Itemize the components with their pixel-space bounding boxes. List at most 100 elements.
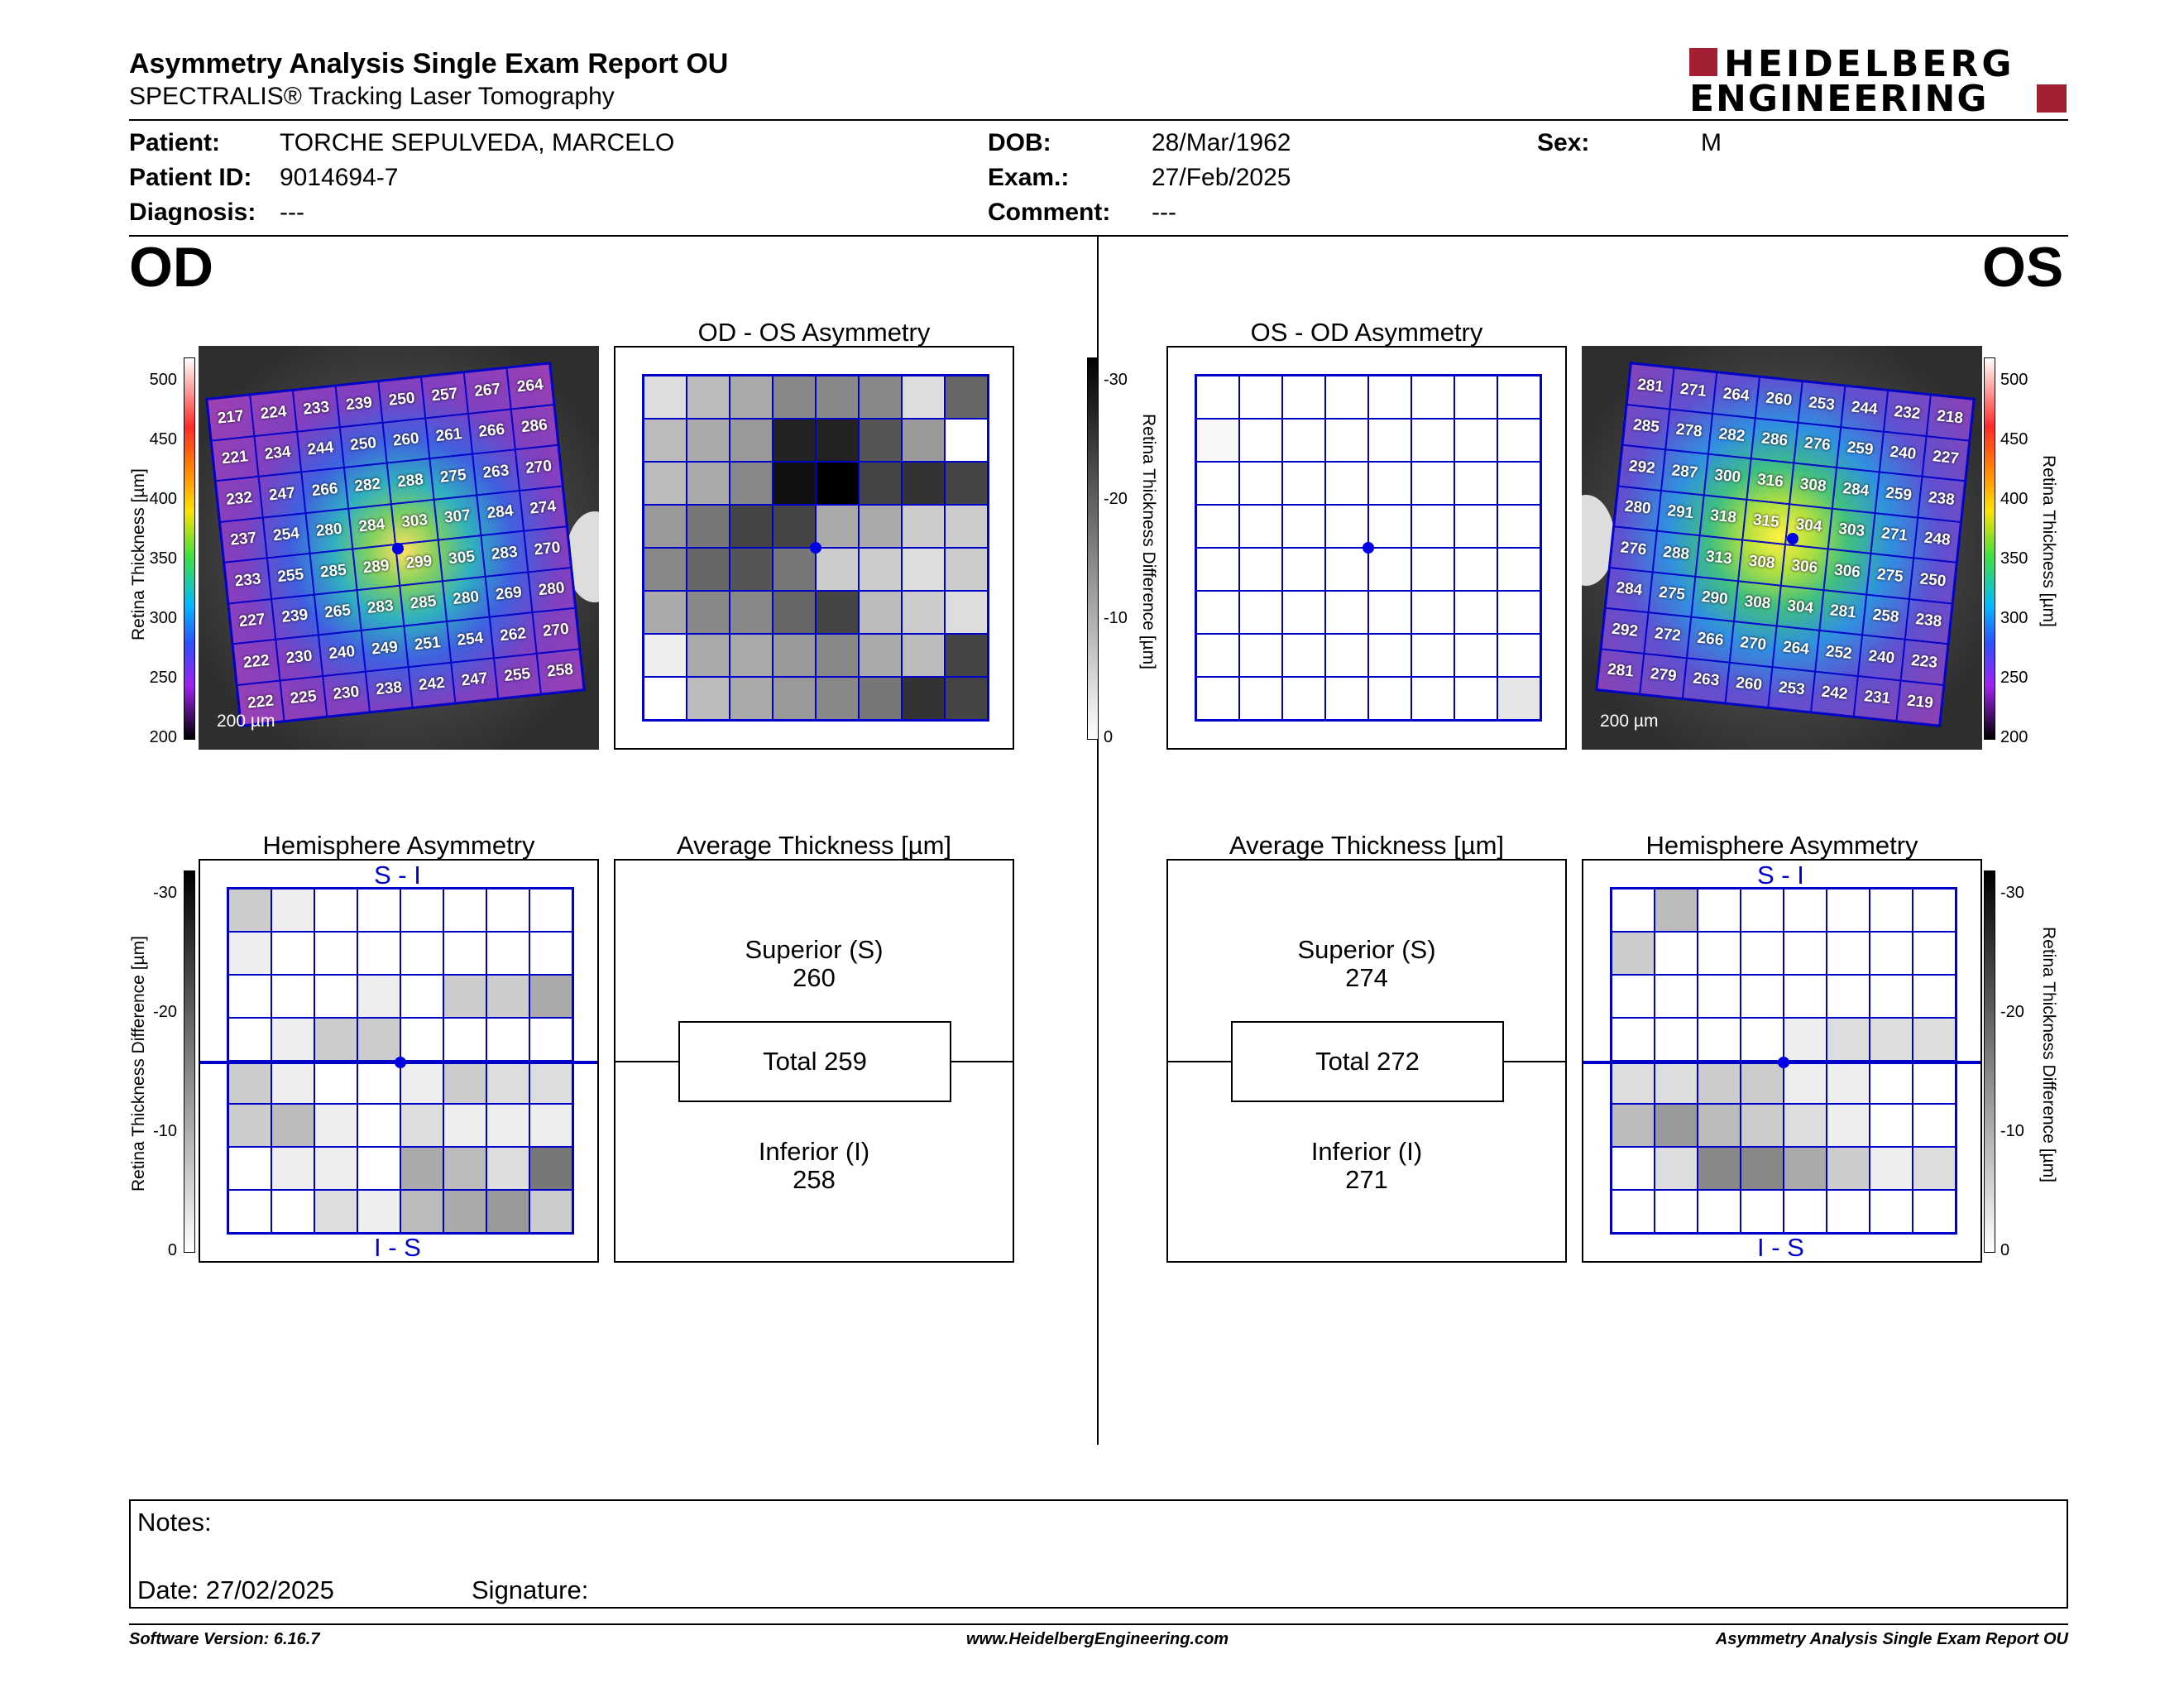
od-hemi-cell (400, 1104, 443, 1147)
od-hemi-cell (529, 1147, 572, 1190)
od-hemi-title: Hemisphere Asymmetry (262, 831, 535, 860)
od-asym-cell (730, 376, 773, 419)
tick-label: 250 (2000, 669, 2028, 687)
os-asym-cell (1325, 505, 1368, 548)
sex-value: M (1701, 129, 1722, 156)
od-hemi-cell (486, 1018, 529, 1061)
os-thickness-value: 315 (1742, 499, 1790, 544)
os-thickness-value: 288 (1652, 530, 1700, 577)
os-od-asym-panel (1166, 346, 1567, 750)
tick-label: 0 (167, 1241, 177, 1259)
os-hemi-axis-label: Retina Thickness Difference [µm] (2039, 927, 2058, 1182)
os-hemi-is-label: I - S (1757, 1233, 1804, 1262)
os-hemi-cell (1741, 1147, 1784, 1190)
os-hemi-cell (1870, 1190, 1913, 1233)
os-asym-cell (1454, 376, 1497, 419)
os-asym-cell (1368, 634, 1411, 677)
os-thickness-value: 259 (1837, 426, 1884, 472)
os-hemi-cell (1698, 1104, 1741, 1147)
od-asym-cell (644, 505, 687, 548)
tick-label: 300 (2000, 609, 2028, 627)
os-hemi-center-dot (1778, 1057, 1789, 1068)
os-asym-cell (1239, 634, 1282, 677)
os-asym-cell (1196, 677, 1239, 720)
od-thickness-value: 280 (528, 567, 576, 613)
od-hemi-cell (271, 1061, 314, 1104)
os-thickness-value: 281 (1626, 363, 1674, 410)
od-hemi-cell (357, 1018, 400, 1061)
od-asym-cell (730, 634, 773, 677)
od-thickness-value: 266 (467, 409, 515, 454)
os-thickness-value: 244 (1841, 386, 1889, 432)
diagnosis-label: Diagnosis: (129, 199, 256, 226)
os-asym-cell (1497, 505, 1540, 548)
os-asym-cell (1497, 419, 1540, 462)
os-asym-cell (1282, 634, 1325, 677)
footer-software-version: Software Version: 6.16.7 (129, 1630, 320, 1648)
os-hemi-cell (1784, 1061, 1827, 1104)
od-asym-cell (687, 548, 730, 591)
od-hemi-grid (227, 887, 574, 1235)
tick-label: 400 (149, 490, 177, 508)
od-thickness-value: 264 (506, 363, 554, 410)
od-hemi-cell (400, 1061, 443, 1104)
od-asym-cell (773, 634, 816, 677)
od-asym-cell (859, 419, 902, 462)
tick-label: -20 (2000, 1003, 2024, 1021)
od-asym-cell (816, 505, 859, 548)
od-avg-total-box: Total 259 (678, 1021, 951, 1102)
od-hemi-cell (314, 889, 357, 932)
od-asym-cell (773, 505, 816, 548)
od-asym-cell (687, 419, 730, 462)
od-thickness-value: 238 (365, 666, 413, 712)
od-thickness-value: 265 (314, 589, 362, 635)
os-asym-cell (1454, 634, 1497, 677)
os-asym-cell (1282, 548, 1325, 591)
os-hemi-cell (1698, 1061, 1741, 1104)
os-asym-cell (1196, 419, 1239, 462)
od-asym-cell (945, 376, 988, 419)
od-asym-cell (902, 376, 945, 419)
os-thickness-value: 264 (1712, 372, 1760, 418)
od-hemi-cell (271, 1190, 314, 1233)
od-asym-cell (816, 677, 859, 720)
os-od-asym-title: OS - OD Asymmetry (1250, 318, 1483, 347)
os-thickness-value: 300 (1703, 453, 1751, 500)
os-asym-cell (1454, 591, 1497, 634)
od-os-asym-grid (642, 374, 989, 722)
os-asym-cell (1411, 548, 1454, 591)
os-asym-cell (1239, 591, 1282, 634)
os-hemi-cell (1784, 1018, 1827, 1061)
os-hemi-cell (1612, 889, 1655, 932)
os-thickness-value: 279 (1640, 653, 1688, 699)
os-asym-cell (1239, 376, 1282, 419)
od-asym-cell (945, 591, 988, 634)
os-thickness-value: 264 (1772, 626, 1820, 672)
os-hemi-cell (1870, 975, 1913, 1018)
od-asym-cell (902, 677, 945, 720)
od-thickness-value: 249 (361, 626, 409, 672)
od-asym-cell (859, 634, 902, 677)
os-asym-cell (1239, 677, 1282, 720)
od-asym-cell (687, 591, 730, 634)
od-hemi-cell (314, 932, 357, 975)
od-hemi-cell (271, 975, 314, 1018)
os-avg-title: Average Thickness [µm] (1228, 831, 1505, 860)
tick-label: 350 (149, 549, 177, 568)
od-hemi-cell (443, 1061, 486, 1104)
od-asym-cell (816, 634, 859, 677)
os-asym-cell (1196, 376, 1239, 419)
os-asym-cell (1411, 462, 1454, 505)
notes-box[interactable]: Notes: Date: 27/02/2025 Signature: (129, 1499, 2068, 1609)
patient-label: Patient: (129, 129, 221, 156)
os-thickness-value: 231 (1853, 675, 1901, 722)
od-hemi-cell (228, 1190, 271, 1233)
od-thickness-colorbar (184, 357, 195, 740)
od-thickness-value: 282 (343, 463, 391, 509)
od-hemi-cell (443, 932, 486, 975)
sex-label: Sex: (1537, 129, 1590, 156)
os-od-asym-grid (1195, 374, 1542, 722)
os-thickness-value: 291 (1656, 490, 1704, 536)
footer-website[interactable]: www.HeidelbergEngineering.com (966, 1630, 1229, 1648)
os-hemi-cell (1612, 1190, 1655, 1233)
